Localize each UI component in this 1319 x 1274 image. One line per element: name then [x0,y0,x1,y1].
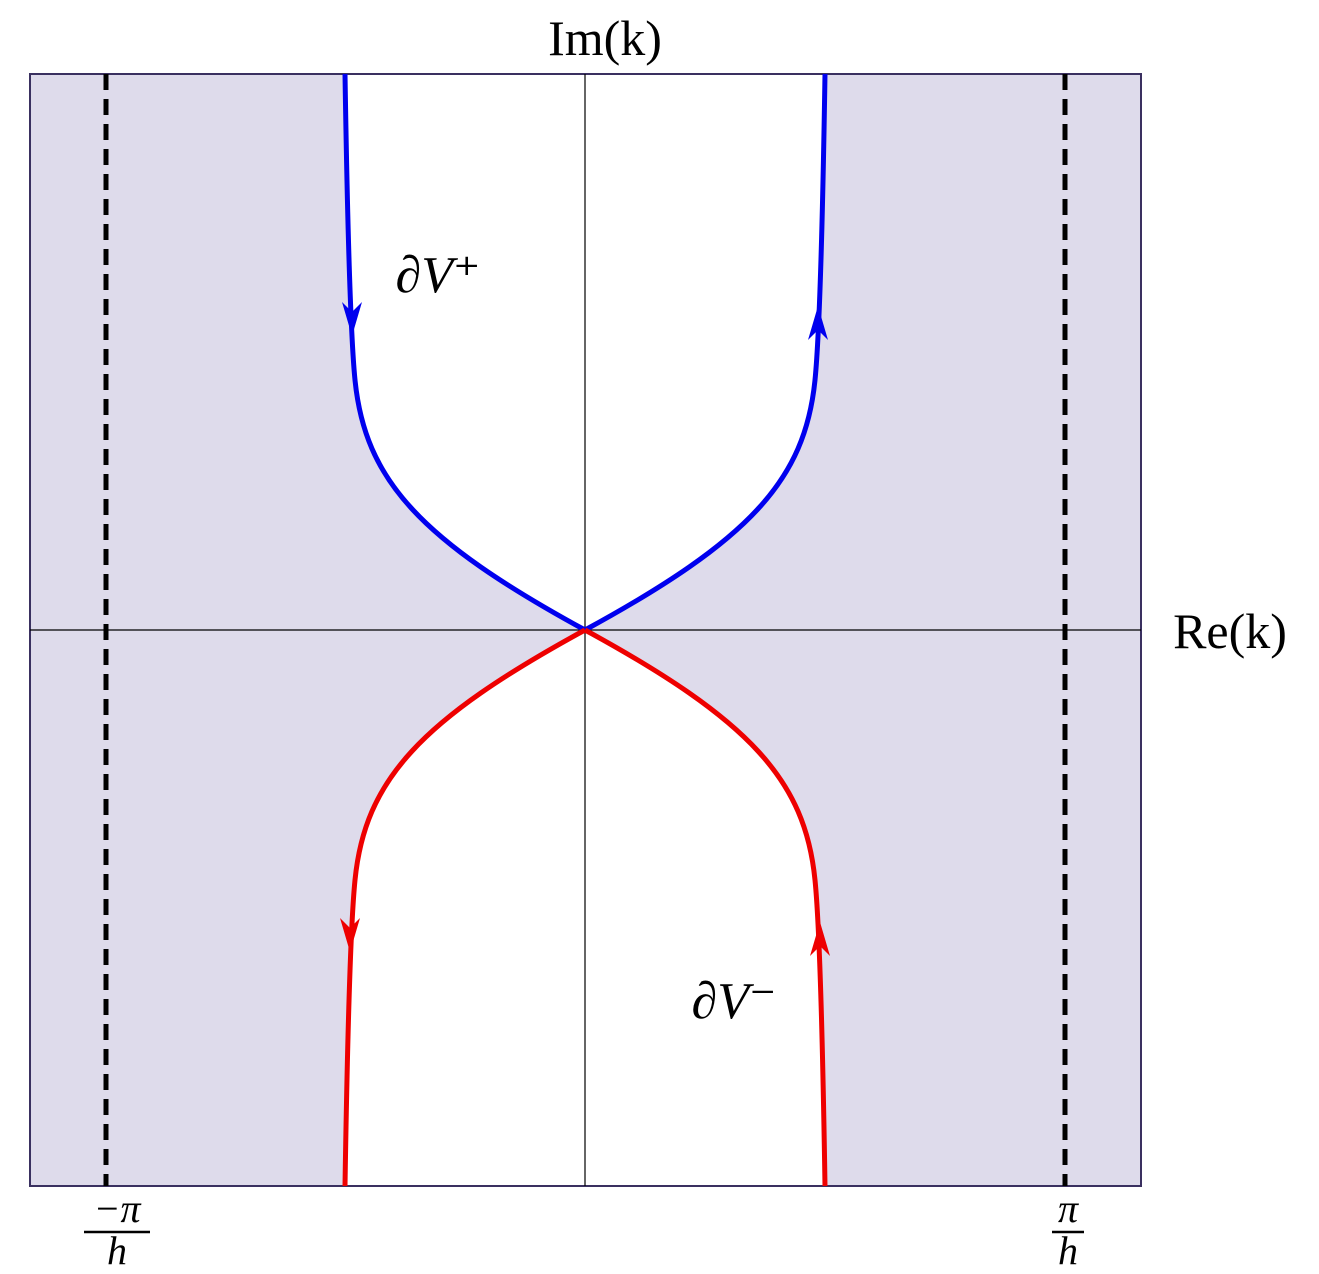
left-marker-numerator: −π [93,1186,141,1231]
arrow [810,922,830,956]
arrow [342,302,362,336]
curves [342,73,828,1187]
upper-right-curve [583,73,828,633]
vertical-axis-label: Im(k) [548,10,662,66]
right-marker-numerator: π [1058,1186,1079,1231]
upper-curve-label: ∂V⁺ [396,247,481,304]
upper-left-curve [342,73,587,633]
lower-curve-label: ∂V⁻ [692,973,777,1030]
arrow [340,918,360,952]
horizontal-axis-label: Re(k) [1173,603,1287,659]
right-marker-denominator: h [1058,1228,1078,1273]
lower-left-curve [342,627,587,1187]
arrow [808,306,828,340]
lower-right-curve [583,627,828,1187]
left-marker-denominator: h [107,1228,127,1273]
